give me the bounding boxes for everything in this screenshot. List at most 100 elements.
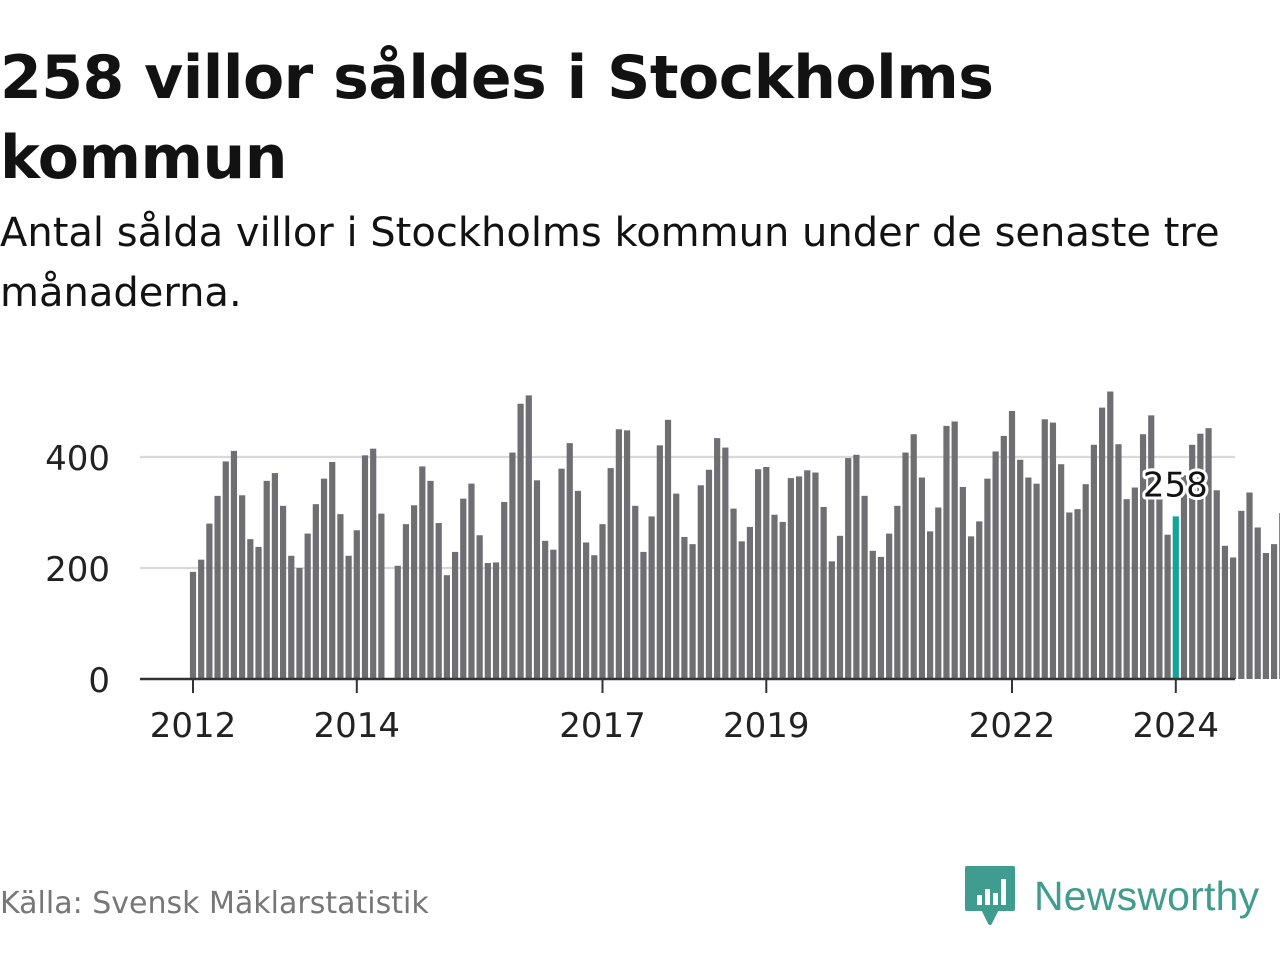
- bar: [1107, 391, 1114, 679]
- bar: [886, 533, 893, 679]
- bar: [312, 504, 319, 679]
- bar: [198, 559, 205, 679]
- bar: [902, 452, 909, 679]
- bar: [1025, 477, 1032, 679]
- bar: [1131, 487, 1138, 679]
- bar: [632, 505, 639, 679]
- bar: [1230, 557, 1237, 679]
- bar: [664, 419, 672, 679]
- bar: [517, 403, 524, 679]
- bar: [345, 555, 352, 679]
- bar: [1090, 444, 1097, 679]
- bar: [648, 516, 655, 679]
- bar: [763, 466, 770, 679]
- bar: [714, 438, 721, 679]
- bar: [640, 551, 647, 679]
- bar: [1205, 428, 1212, 679]
- bar: [820, 506, 827, 679]
- bar: [1139, 434, 1147, 679]
- x-tick-label-2017: 2017: [559, 706, 646, 746]
- bar-highlight: [1172, 516, 1179, 679]
- bar: [1180, 475, 1188, 679]
- bar: [255, 546, 262, 679]
- bar: [779, 521, 786, 679]
- bar: [525, 395, 532, 679]
- bar: [460, 498, 467, 679]
- bar: [1017, 459, 1024, 679]
- bar: [263, 480, 270, 679]
- bar: [353, 530, 360, 679]
- newsworthy-logo[interactable]: Newsworthy: [964, 864, 1259, 928]
- bar: [402, 524, 410, 679]
- bar: [271, 473, 278, 679]
- bar: [1066, 512, 1073, 679]
- bar: [623, 430, 631, 679]
- x-tick-label-2012: 2012: [150, 706, 237, 746]
- highlight-value-label: 258: [1143, 465, 1208, 505]
- bar: [1000, 435, 1007, 679]
- bar: [1197, 433, 1204, 679]
- bar: [705, 469, 713, 679]
- bar: [861, 495, 868, 679]
- bar: [738, 541, 745, 679]
- bar: [1156, 496, 1163, 679]
- y-tick-label-400: 400: [45, 439, 110, 479]
- bar: [599, 524, 606, 679]
- bar: [1189, 444, 1196, 679]
- bar: [976, 521, 983, 679]
- bar: [869, 550, 876, 679]
- bar: [1074, 509, 1081, 679]
- bar: [918, 477, 926, 679]
- bar: [681, 536, 688, 679]
- bar: [951, 421, 958, 679]
- bar: [1033, 483, 1040, 679]
- bar: [722, 447, 729, 679]
- bar: [853, 454, 860, 679]
- bar: [427, 480, 434, 679]
- bar: [1082, 484, 1089, 679]
- chart-subtitle: Antal sålda villor i Stockholms kommun u…: [0, 210, 1220, 316]
- bar: [673, 493, 680, 679]
- bar: [329, 461, 336, 679]
- bar: [1238, 510, 1245, 679]
- bar: [304, 533, 311, 679]
- x-tick-label-2019: 2019: [723, 706, 810, 746]
- bar: [337, 514, 344, 679]
- bar: [1246, 492, 1253, 679]
- bar: [1008, 410, 1016, 679]
- bar: [1058, 464, 1065, 679]
- bar: [755, 469, 762, 679]
- bar: [484, 563, 491, 679]
- bar: [730, 508, 737, 679]
- bar: [984, 478, 991, 679]
- bar: [361, 455, 369, 679]
- bar: [566, 443, 573, 679]
- bar: [451, 551, 459, 679]
- bar: [927, 531, 934, 679]
- bar: [746, 526, 754, 679]
- bar: [288, 555, 295, 679]
- bar: [558, 468, 565, 679]
- bar: [935, 507, 942, 679]
- bar: [296, 568, 303, 679]
- bar: [411, 505, 418, 679]
- bar: [1164, 534, 1171, 679]
- bar: [206, 523, 213, 679]
- bar: [943, 425, 950, 679]
- bar: [468, 483, 475, 679]
- bar: [615, 429, 622, 679]
- bar: [501, 501, 508, 679]
- bar: [910, 434, 917, 679]
- bar: [189, 571, 197, 679]
- y-tick-label-200: 200: [45, 550, 110, 590]
- x-tick-label-2014: 2014: [314, 706, 401, 746]
- bar: [1221, 545, 1229, 679]
- bar: [378, 513, 385, 679]
- bar: [435, 523, 442, 679]
- bar: [320, 478, 328, 679]
- bar: [591, 555, 598, 679]
- bar: [247, 539, 254, 679]
- newsworthy-logo-icon: [965, 866, 1015, 925]
- bar: [230, 450, 238, 679]
- bar: [771, 514, 778, 679]
